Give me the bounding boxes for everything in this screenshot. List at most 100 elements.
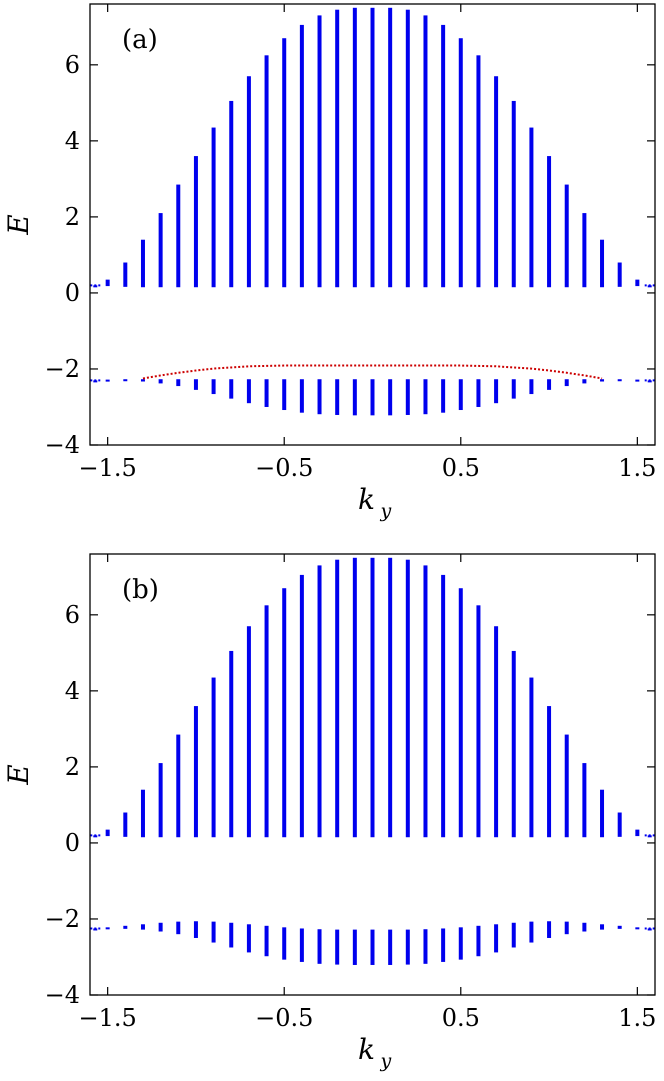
bulk-bar-lower	[618, 379, 622, 381]
bulk-bar-upper	[459, 38, 463, 287]
x-axis-label-subscript: y	[380, 500, 392, 522]
bulk-bar-lower	[106, 927, 110, 929]
y-tick-label: −2	[45, 355, 80, 383]
bulk-bar-lower	[247, 924, 251, 952]
y-tick-label: 6	[65, 601, 80, 629]
bulk-bar-lower	[318, 379, 322, 414]
bulk-bar-lower	[388, 379, 392, 415]
bulk-bar-upper	[300, 25, 304, 287]
x-tick-label: 1.5	[618, 454, 656, 482]
bulk-bar-upper	[423, 15, 427, 287]
x-axis-label: k	[358, 1033, 375, 1066]
bulk-bar-lower	[565, 922, 569, 935]
bulk-bar-lower	[353, 379, 357, 415]
bulk-bar-lower	[212, 379, 216, 394]
bulk-bar-upper	[229, 101, 233, 287]
bulk-bar-upper	[582, 213, 586, 287]
bulk-bar-lower	[476, 926, 480, 956]
x-axis-label-subscript: y	[380, 1050, 392, 1072]
bulk-bar-upper	[441, 25, 445, 287]
bulk-bar-lower	[159, 379, 163, 383]
bulk-bar-lower	[582, 379, 586, 383]
bulk-bar-upper	[282, 38, 286, 287]
bulk-bar-lower	[194, 379, 198, 390]
bulk-bar-lower	[529, 379, 533, 394]
bulk-bar-lower	[335, 930, 339, 965]
bulk-bar-lower	[406, 379, 410, 415]
bulk-bar-upper	[618, 263, 622, 287]
x-tick-label: −1.5	[79, 454, 137, 482]
bulk-bar-upper	[600, 790, 604, 838]
bulk-bar-lower	[229, 923, 233, 948]
bulk-bar-lower	[371, 930, 375, 965]
bulk-bar-upper	[247, 626, 251, 837]
y-tick-label: 2	[65, 753, 80, 781]
bulk-bar-lower	[123, 926, 127, 929]
bulk-bar-lower	[265, 926, 269, 956]
bulk-bar-upper	[494, 626, 498, 837]
bulk-bar-upper	[494, 76, 498, 287]
x-tick-label: −0.5	[255, 454, 313, 482]
x-tick-label: 0.5	[442, 454, 480, 482]
bulk-bar-lower	[300, 928, 304, 961]
y-tick-label: 0	[65, 829, 80, 857]
bulk-bar-lower	[423, 379, 427, 414]
bulk-bar-upper	[282, 588, 286, 837]
bulk-bar-lower	[459, 379, 463, 410]
bulk-bar-lower	[353, 930, 357, 965]
bulk-bar-upper	[247, 76, 251, 287]
bulk-bar-upper	[229, 651, 233, 837]
bulk-bar-lower	[176, 922, 180, 935]
bulk-bar-upper	[265, 55, 269, 287]
bulk-bar-upper	[459, 588, 463, 837]
y-tick-label: 6	[65, 51, 80, 79]
bulk-bar-lower	[176, 379, 180, 386]
panel-label: (b)	[122, 575, 159, 605]
bulk-bar-lower	[247, 379, 251, 403]
bulk-bar-lower	[123, 379, 127, 381]
y-tick-label: −4	[45, 981, 80, 1009]
bulk-bar-lower	[106, 380, 110, 382]
bulk-bar-upper	[194, 156, 198, 287]
bulk-bar-upper	[529, 678, 533, 838]
edge-state-curve	[143, 366, 602, 379]
bulk-bar-upper	[353, 8, 357, 287]
bulk-bar-upper	[529, 128, 533, 288]
bulk-bar-upper	[194, 706, 198, 837]
bulk-bar-upper	[318, 565, 322, 837]
bulk-bar-lower	[600, 379, 604, 381]
bulk-bar-upper	[300, 575, 304, 837]
bulk-bar-lower	[441, 379, 445, 412]
bulk-bar-lower	[441, 928, 445, 961]
bulk-bar-upper	[547, 156, 551, 287]
bulk-bar-upper	[476, 605, 480, 837]
bulk-bar-lower	[476, 379, 480, 407]
bulk-bar-upper	[318, 15, 322, 287]
bulk-bar-upper	[106, 830, 110, 836]
bulk-bar-lower	[282, 379, 286, 410]
bulk-bar-upper	[565, 185, 569, 288]
bulk-bar-lower	[494, 379, 498, 403]
bulk-bar-lower	[547, 921, 551, 938]
bulk-bar-lower	[512, 379, 516, 398]
bulk-bar-lower	[547, 379, 551, 390]
bulk-bar-upper	[406, 560, 410, 838]
bulk-bar-lower	[265, 379, 269, 407]
panel-b: −1.5−0.50.51.5−4−20246kyE(b)	[2, 554, 656, 1072]
bulk-bar-upper	[123, 813, 127, 837]
bulk-bar-lower	[423, 929, 427, 964]
bulk-bar-lower	[618, 926, 622, 929]
y-tick-label: −4	[45, 431, 80, 459]
bulk-bar-upper	[159, 213, 163, 287]
x-axis-label: k	[358, 483, 375, 516]
bulk-bar-upper	[582, 763, 586, 837]
bulk-bar-lower	[229, 379, 233, 398]
bulk-bar-upper	[335, 10, 339, 288]
bulk-bar-upper	[212, 678, 216, 838]
bulk-bar-lower	[582, 923, 586, 932]
bulk-bar-lower	[194, 921, 198, 938]
bulk-bar-lower	[159, 923, 163, 932]
bulk-bar-upper	[512, 101, 516, 287]
bulk-bar-upper	[512, 651, 516, 837]
